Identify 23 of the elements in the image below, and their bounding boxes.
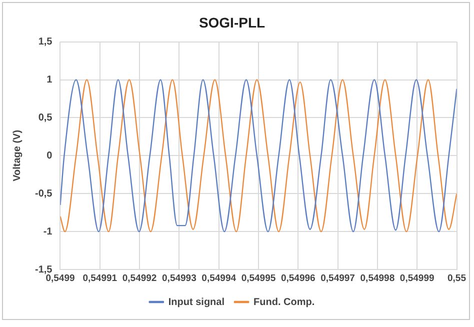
line-series <box>60 79 457 232</box>
y-axis-title: Voltage (V) <box>12 130 23 182</box>
chart-title: SOGI-PLL <box>198 14 266 30</box>
y-tick-label: -0,5 <box>34 188 53 200</box>
x-tick-label: 0,54996 <box>280 272 316 284</box>
x-tick-label: 0,5499 <box>46 272 75 284</box>
x-tick-label: 0,54991 <box>82 272 118 284</box>
x-tick-label: 0,54997 <box>320 272 355 284</box>
y-tick-label: 0,5 <box>38 112 53 124</box>
x-tick-label: 0,54992 <box>122 272 157 284</box>
y-tick-label: 1,5 <box>38 36 53 48</box>
x-tick-label: 0,54995 <box>241 272 276 284</box>
y-tick-label: -1 <box>43 226 53 238</box>
y-tick-label: -1,5 <box>34 264 53 276</box>
legend-label: Input signal <box>168 296 225 308</box>
y-tick-label: 1 <box>46 74 53 86</box>
x-tick-label: 0,54993 <box>162 272 196 284</box>
x-tick-label: 0,54994 <box>202 272 237 284</box>
x-tick-label: 0,55 <box>448 272 467 284</box>
x-tick-label: 0,54998 <box>360 272 395 284</box>
legend-label: Fund. Comp. <box>254 296 315 308</box>
y-tick-label: 0 <box>46 150 53 162</box>
x-tick-label: 0,54999 <box>400 272 434 284</box>
